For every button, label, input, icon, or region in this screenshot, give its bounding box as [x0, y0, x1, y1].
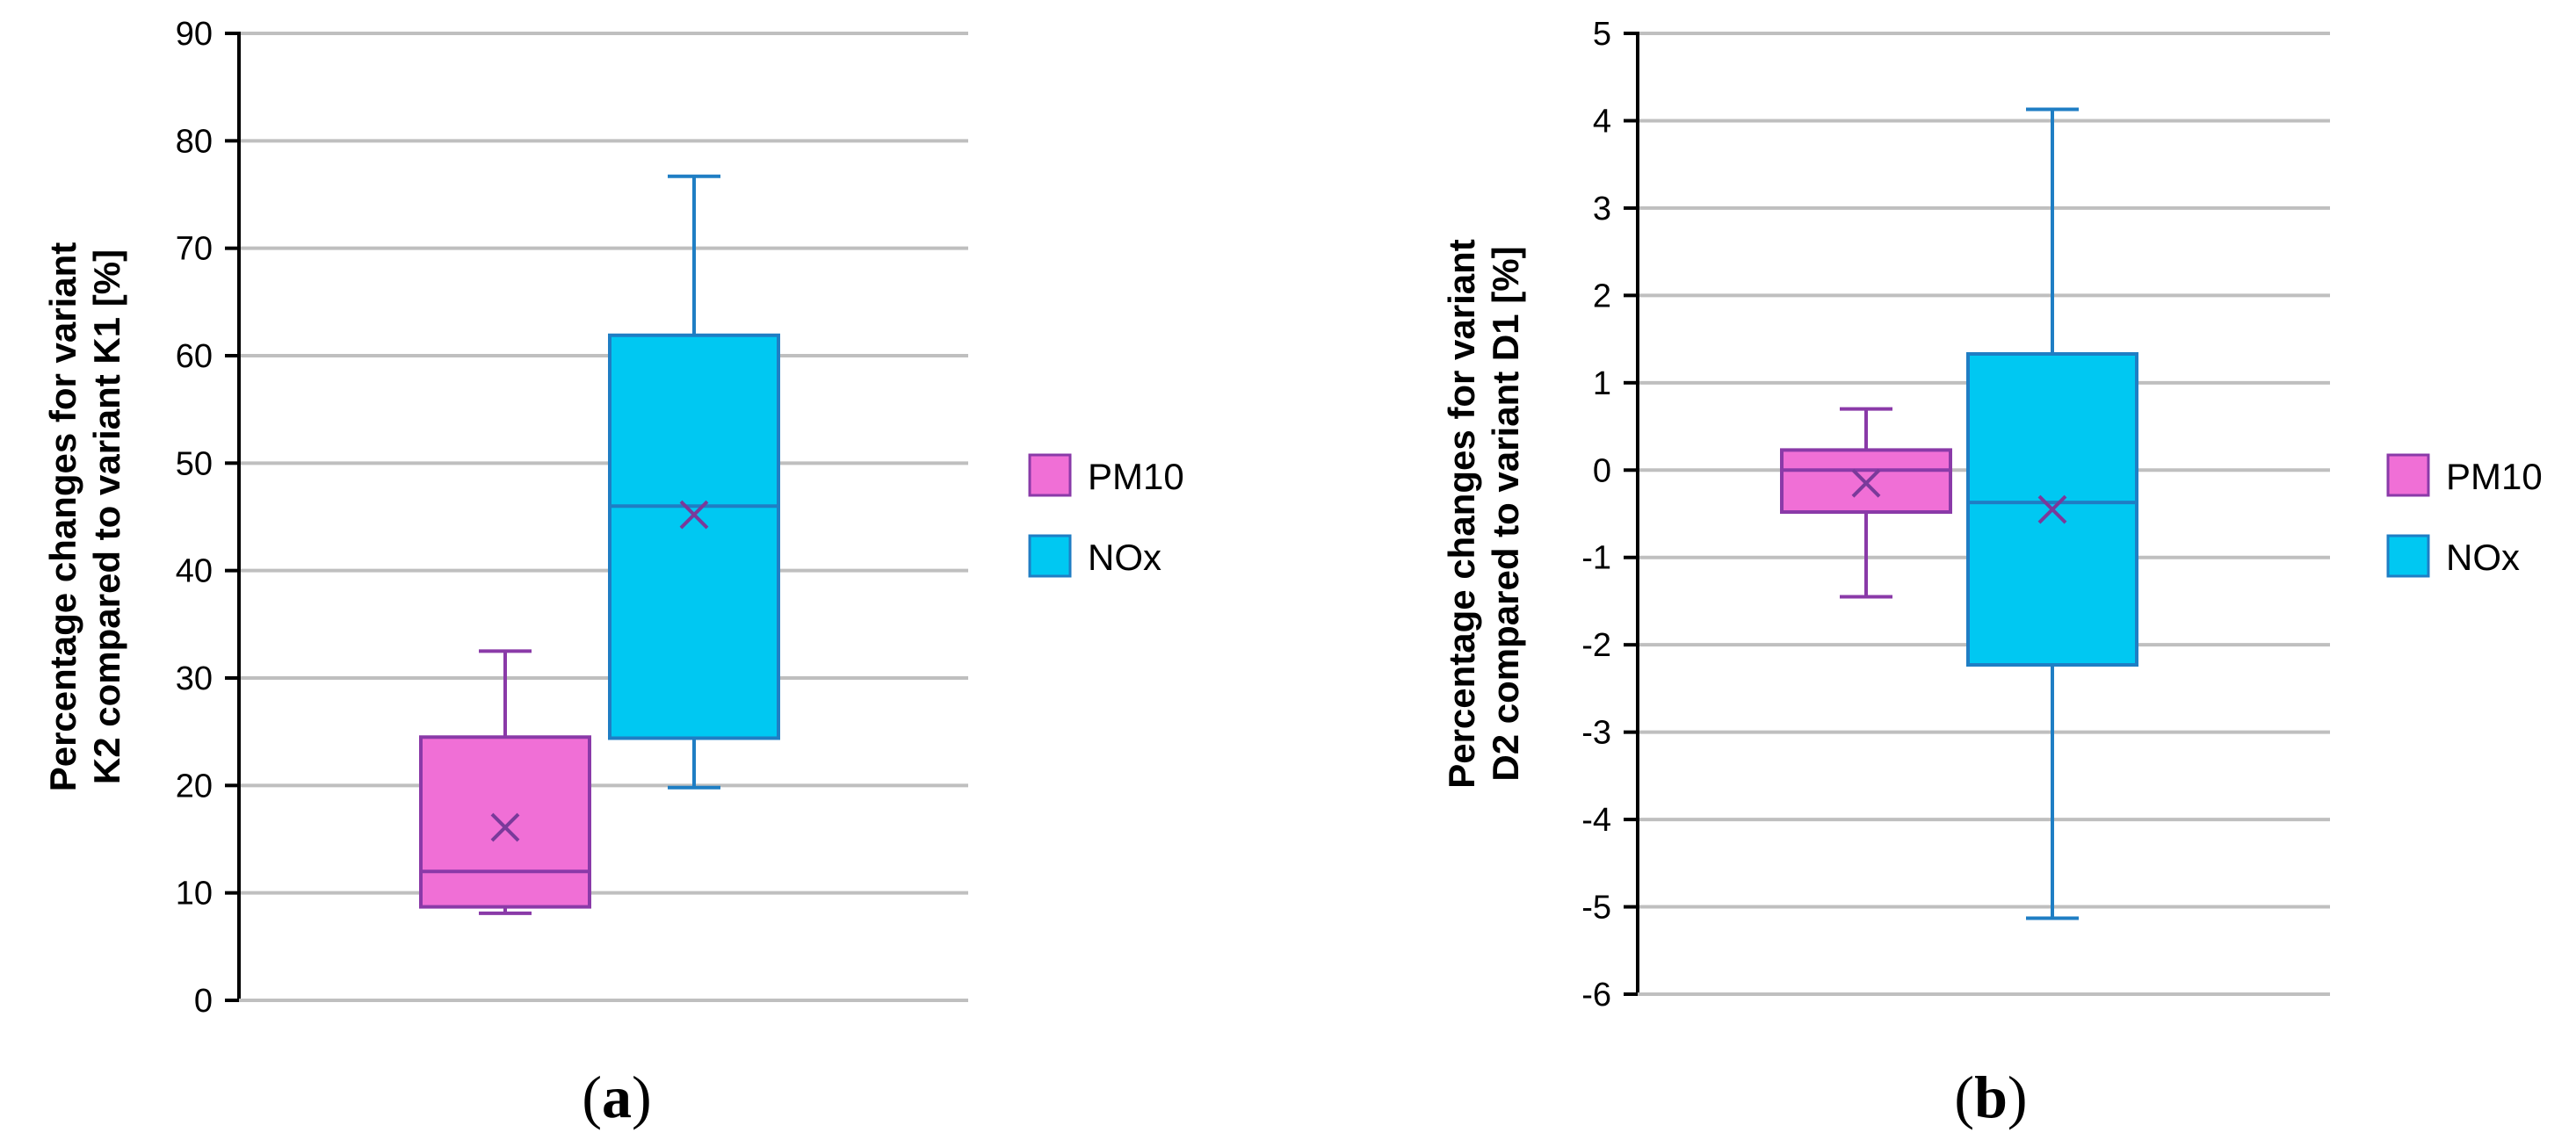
chart-b-y-tick-label: 4	[1593, 103, 1611, 140]
chart-b-y-axis-title-line: Percentage changes for variant	[1441, 239, 1482, 789]
chart-a-nox-box	[608, 333, 780, 740]
chart-b-y-tick-label: 0	[1593, 452, 1611, 489]
chart-b-y-axis-title-line: D2 compared to variant D1 [%]	[1485, 246, 1526, 781]
chart-b-nox-mean-marker	[2037, 494, 2067, 524]
chart-b-y-tick-label: -3	[1581, 715, 1611, 752]
chart-a-y-axis-title-line: Percentage changes for variant	[42, 242, 83, 792]
chart-a-legend-label-pm10: PM10	[1088, 456, 1184, 497]
chart-a-y-tick-label: 0	[194, 983, 213, 1020]
chart-a-nox-mean-marker	[679, 500, 709, 530]
chart-b-y-tick-label: -1	[1581, 540, 1611, 577]
chart-b-legend-swatch-pm10	[2386, 453, 2430, 497]
chart-a-pm10-mean-marker	[490, 812, 520, 842]
chart-b-y-tick-label: 3	[1593, 191, 1611, 227]
chart-a-y-tick-label: 40	[176, 553, 213, 590]
chart-b-y-tick-label: 2	[1593, 278, 1611, 314]
chart-a-pm10-box	[419, 735, 591, 909]
chart-a-y-tick-label: 30	[176, 660, 213, 697]
chart-a-y-tick-label: 20	[176, 768, 213, 804]
chart-a-y-tick-label: 90	[176, 16, 213, 53]
chart-a-y-tick-label: 80	[176, 123, 213, 160]
chart-a-panel-label: (a)	[582, 1064, 651, 1130]
chart-b-y-tick-label: 1	[1593, 365, 1611, 402]
chart-b-pm10-mean-marker	[1851, 468, 1881, 498]
chart-b-y-tick-label: -6	[1581, 977, 1611, 1014]
chart-a-legend-label-nox: NOx	[1088, 537, 1161, 578]
chart-a-y-tick-label: 50	[176, 445, 213, 482]
chart-b-legend-swatch-nox	[2386, 534, 2430, 578]
chart-b-legend-label-pm10: PM10	[2446, 456, 2543, 497]
chart-b-y-tick-label: -5	[1581, 890, 1611, 927]
chart-b-legend-label-nox: NOx	[2446, 537, 2520, 578]
chart-a-y-axis-title-line: K2 compared to variant K1 [%]	[86, 249, 127, 784]
chart-b-y-tick-label: 5	[1593, 16, 1611, 53]
chart-b-y-tick-label: -4	[1581, 802, 1611, 839]
chart-a-legend-swatch-nox	[1028, 534, 1072, 578]
chart-a-legend-swatch-pm10	[1028, 453, 1072, 497]
chart-a-y-tick-label: 60	[176, 338, 213, 375]
chart-b-panel-label: (b)	[1954, 1064, 2027, 1130]
chart-a-y-tick-label: 10	[176, 876, 213, 913]
chart-a-y-tick-label: 70	[176, 231, 213, 268]
chart-b-y-tick-label: -2	[1581, 627, 1611, 664]
